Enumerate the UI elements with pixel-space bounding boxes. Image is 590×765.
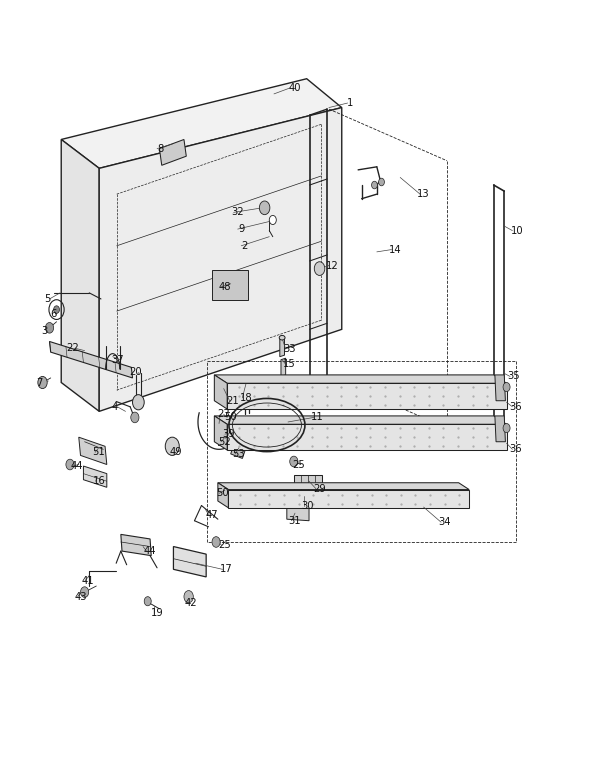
Text: 5: 5 bbox=[44, 294, 50, 304]
Circle shape bbox=[503, 382, 510, 392]
Text: 25: 25 bbox=[292, 460, 305, 470]
Polygon shape bbox=[227, 383, 507, 409]
Text: 15: 15 bbox=[283, 360, 296, 369]
Text: 4: 4 bbox=[112, 402, 118, 412]
Polygon shape bbox=[218, 483, 228, 508]
Circle shape bbox=[165, 437, 179, 455]
Text: 53: 53 bbox=[232, 449, 245, 459]
Polygon shape bbox=[121, 535, 151, 555]
Circle shape bbox=[372, 181, 378, 189]
Text: 43: 43 bbox=[75, 591, 87, 601]
Circle shape bbox=[269, 216, 276, 225]
Text: 22: 22 bbox=[67, 343, 79, 353]
Text: 36: 36 bbox=[510, 444, 522, 454]
Text: 10: 10 bbox=[511, 226, 523, 236]
Text: 11: 11 bbox=[311, 412, 323, 422]
Polygon shape bbox=[212, 270, 248, 301]
Text: 14: 14 bbox=[389, 245, 402, 255]
Text: 33: 33 bbox=[283, 344, 296, 354]
Text: 49: 49 bbox=[169, 448, 182, 457]
Text: 52: 52 bbox=[218, 437, 231, 447]
Text: 32: 32 bbox=[231, 207, 244, 217]
Polygon shape bbox=[287, 507, 309, 521]
Circle shape bbox=[66, 459, 74, 470]
Polygon shape bbox=[214, 416, 227, 450]
Polygon shape bbox=[281, 358, 286, 376]
Polygon shape bbox=[495, 416, 506, 441]
Text: 23: 23 bbox=[217, 409, 230, 419]
Polygon shape bbox=[159, 139, 186, 165]
Polygon shape bbox=[228, 490, 469, 508]
Text: 8: 8 bbox=[158, 144, 163, 154]
Circle shape bbox=[131, 412, 139, 423]
Polygon shape bbox=[293, 492, 319, 506]
Circle shape bbox=[503, 424, 510, 433]
Polygon shape bbox=[218, 433, 230, 444]
Text: 16: 16 bbox=[93, 477, 106, 487]
Text: 13: 13 bbox=[417, 189, 430, 199]
Text: 44: 44 bbox=[70, 461, 83, 471]
Text: 6: 6 bbox=[50, 309, 56, 319]
Text: 25: 25 bbox=[218, 540, 231, 550]
Circle shape bbox=[212, 537, 220, 547]
Text: 1: 1 bbox=[348, 98, 354, 108]
Text: 30: 30 bbox=[301, 500, 314, 510]
Polygon shape bbox=[294, 475, 322, 490]
Text: 18: 18 bbox=[240, 392, 252, 402]
Polygon shape bbox=[218, 483, 469, 490]
Text: 42: 42 bbox=[185, 597, 197, 607]
Polygon shape bbox=[495, 375, 506, 401]
Circle shape bbox=[80, 587, 88, 597]
Text: 51: 51 bbox=[92, 448, 105, 457]
Circle shape bbox=[38, 376, 47, 389]
Circle shape bbox=[45, 323, 54, 333]
Text: 7: 7 bbox=[36, 377, 42, 388]
Polygon shape bbox=[83, 466, 107, 487]
Circle shape bbox=[260, 201, 270, 215]
Text: 3: 3 bbox=[42, 326, 48, 336]
Polygon shape bbox=[214, 416, 507, 425]
Text: 44: 44 bbox=[144, 546, 156, 556]
Text: 50: 50 bbox=[224, 412, 237, 422]
Text: 50: 50 bbox=[216, 488, 229, 498]
Circle shape bbox=[144, 597, 151, 606]
Text: 41: 41 bbox=[82, 577, 94, 587]
Polygon shape bbox=[50, 341, 133, 378]
Text: 37: 37 bbox=[111, 355, 124, 365]
Text: 39: 39 bbox=[222, 429, 235, 439]
Polygon shape bbox=[280, 337, 284, 356]
Text: 31: 31 bbox=[289, 516, 301, 526]
Text: 2: 2 bbox=[241, 241, 248, 251]
Polygon shape bbox=[173, 546, 206, 577]
Polygon shape bbox=[99, 108, 342, 412]
Text: 19: 19 bbox=[150, 608, 163, 618]
Circle shape bbox=[54, 306, 60, 314]
Circle shape bbox=[184, 591, 194, 603]
Text: 20: 20 bbox=[130, 367, 142, 377]
Text: 34: 34 bbox=[438, 517, 451, 527]
Circle shape bbox=[133, 395, 144, 410]
Circle shape bbox=[314, 262, 325, 275]
Text: 17: 17 bbox=[219, 565, 232, 575]
Ellipse shape bbox=[279, 335, 285, 340]
Polygon shape bbox=[61, 79, 342, 168]
Text: 35: 35 bbox=[507, 372, 520, 382]
Text: 36: 36 bbox=[510, 402, 522, 412]
Polygon shape bbox=[231, 443, 246, 458]
Circle shape bbox=[379, 178, 385, 186]
Polygon shape bbox=[227, 425, 507, 450]
Polygon shape bbox=[61, 139, 99, 412]
Circle shape bbox=[290, 456, 298, 467]
Text: 21: 21 bbox=[227, 396, 240, 405]
Text: 29: 29 bbox=[313, 483, 326, 494]
Text: 12: 12 bbox=[326, 261, 339, 271]
Polygon shape bbox=[78, 437, 107, 464]
Text: 47: 47 bbox=[206, 509, 218, 519]
Polygon shape bbox=[214, 375, 227, 409]
Polygon shape bbox=[214, 375, 507, 383]
Text: 48: 48 bbox=[219, 282, 231, 291]
Text: 9: 9 bbox=[238, 224, 244, 234]
Text: 40: 40 bbox=[289, 83, 301, 93]
